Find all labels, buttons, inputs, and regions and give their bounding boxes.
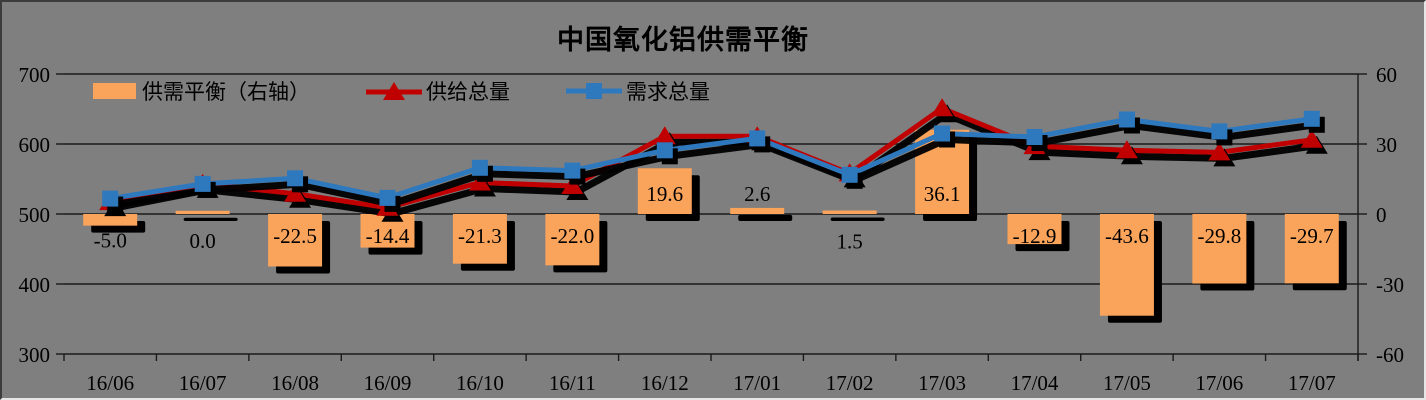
supply-line: [109, 105, 1313, 211]
demand-point: [934, 125, 951, 142]
bar: [1099, 214, 1154, 316]
x-axis-label: 17/07: [1288, 371, 1336, 395]
bar: [83, 214, 138, 226]
demand-point: [102, 190, 119, 207]
bar: [452, 214, 507, 264]
left-axis-label: 600: [19, 133, 51, 157]
bar: [1284, 214, 1339, 284]
legend: 供需平衡（右轴） 供给总量 需求总量: [92, 76, 710, 106]
bar: [822, 210, 877, 214]
bar: [730, 207, 785, 214]
x-axis-label: 17/03: [918, 371, 966, 395]
bar: [637, 168, 692, 214]
bar: [1007, 214, 1062, 245]
bar-data-label: 19.6: [646, 182, 683, 206]
right-axis-label: 60: [1376, 63, 1397, 87]
x-axis-label: 16/11: [549, 371, 596, 395]
bar-data-label: -21.3: [458, 224, 502, 248]
bar-data-label: -12.9: [1013, 224, 1057, 248]
bar-data-label: 0.0: [190, 229, 216, 253]
supply-point: [653, 126, 676, 145]
supply-point: [1208, 142, 1231, 161]
bar-shadow: [738, 214, 793, 221]
legend-label-demand: 需求总量: [626, 81, 710, 104]
x-axis-label: 16/06: [86, 371, 134, 395]
left-axis-label: 400: [19, 273, 51, 297]
x-axis-label: 16/09: [364, 371, 412, 395]
demand-point: [1303, 110, 1320, 127]
bar: [175, 210, 230, 214]
bar-data-label: 1.5: [837, 230, 863, 254]
x-axis-label: 17/02: [826, 371, 874, 395]
x-axis-label: 16/08: [271, 371, 319, 395]
left-axis-label: 300: [19, 343, 51, 367]
bar-shadow: [183, 217, 238, 221]
demand-point: [1026, 129, 1043, 145]
right-axis-label: -30: [1376, 273, 1404, 297]
legend-item-balance: 供需平衡（右轴）: [92, 76, 310, 106]
x-axis-label: 16/07: [179, 371, 227, 395]
demand-point: [1211, 123, 1228, 140]
legend-item-demand: 需求总量: [566, 76, 710, 106]
x-axis-label: 17/05: [1103, 371, 1151, 395]
supply-point: [284, 183, 307, 202]
supply-point: [561, 176, 584, 194]
bar: [268, 214, 323, 267]
supply-line-icon: [366, 82, 422, 100]
bar-shadow: [830, 217, 885, 221]
demand-point: [749, 130, 766, 147]
bar-data-label: -22.0: [550, 224, 594, 248]
right-axis-label: 0: [1376, 203, 1387, 227]
demand-point: [379, 189, 396, 206]
demand-point: [471, 159, 488, 176]
bar-data-label: -43.6: [1105, 224, 1149, 248]
demand-point: [194, 175, 211, 192]
demand-point: [656, 142, 673, 159]
legend-item-supply: 供给总量: [366, 76, 510, 106]
demand-line-icon: [566, 83, 622, 99]
bar-data-label: -29.8: [1197, 224, 1241, 248]
x-axis-label: 17/04: [1011, 371, 1059, 395]
demand-point: [564, 162, 581, 179]
supply-point: [931, 98, 954, 117]
demand-line: [109, 116, 1313, 202]
bar-data-label: 2.6: [744, 182, 770, 206]
x-axis-label: 17/01: [733, 371, 781, 395]
left-axis-label: 700: [19, 63, 51, 87]
bar-data-label: 36.1: [924, 182, 961, 206]
left-axis-label: 500: [19, 203, 51, 227]
demand-point: [1118, 111, 1135, 128]
x-axis-label: 16/10: [456, 371, 504, 395]
supply-point: [1115, 140, 1138, 159]
demand-line-shadow: [113, 121, 1317, 209]
right-axis-label: 30: [1376, 133, 1397, 157]
bar-data-label: -22.5: [273, 224, 317, 248]
bar-data-label: -29.7: [1290, 224, 1334, 248]
bar-data-label: -5.0: [94, 229, 127, 253]
bar: [1192, 214, 1247, 284]
x-axis-label: 16/12: [641, 371, 689, 395]
bar: [545, 214, 600, 266]
bar-swatch-icon: [93, 83, 136, 99]
legend-label-supply: 供给总量: [426, 81, 510, 104]
bar-data-label: -14.4: [366, 224, 410, 248]
legend-label-balance: 供需平衡（右轴）: [142, 81, 310, 104]
right-axis-label: -60: [1376, 343, 1404, 367]
supply-point: [1300, 129, 1323, 148]
x-axis-label: 17/06: [1195, 371, 1243, 395]
demand-point: [841, 166, 858, 183]
chart-title: 中国氧化铝供需平衡: [557, 25, 809, 55]
demand-point: [287, 170, 304, 187]
